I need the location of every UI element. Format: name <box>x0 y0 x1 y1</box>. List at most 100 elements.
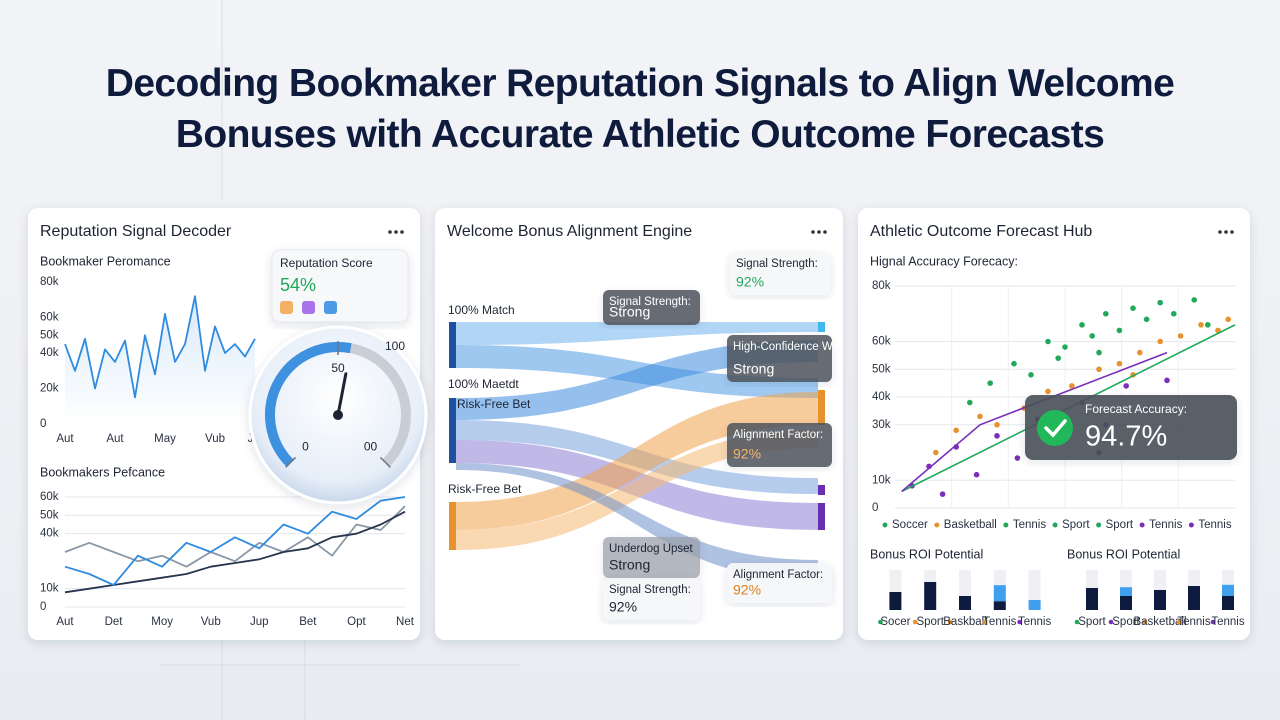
scatter-point <box>1069 383 1075 389</box>
score-value: 54% <box>280 275 316 295</box>
menu-dots[interactable] <box>388 230 404 234</box>
gauge-needle <box>336 372 348 417</box>
scatter-point <box>1143 316 1150 323</box>
dot[interactable] <box>817 230 821 234</box>
icon <box>280 301 293 314</box>
category-dot <box>1176 619 1182 625</box>
panel-title: Reputation Signal Decoder <box>40 223 232 240</box>
bar <box>889 592 902 610</box>
bar <box>959 596 971 610</box>
score-label: Reputation Score <box>280 256 373 270</box>
scatter-point <box>1191 297 1197 303</box>
x-tick-label: Baskball <box>943 616 986 628</box>
source-label: 100% Match <box>448 303 515 317</box>
callout-label: Alignment Factor: <box>733 429 823 441</box>
callout <box>730 252 830 295</box>
scatter-point <box>1215 327 1221 334</box>
x-tick-label: Det <box>105 616 124 628</box>
legend-label: Tennis <box>1013 519 1046 531</box>
bar <box>993 585 1006 602</box>
x-tick-label: Vub <box>201 616 221 628</box>
dot[interactable] <box>1224 230 1228 234</box>
legend-label: Basketball <box>944 519 997 531</box>
dot[interactable] <box>400 230 404 234</box>
x-tick-label: Basketball <box>1133 616 1186 628</box>
x-tick-label: May <box>154 433 176 445</box>
icon <box>324 301 337 314</box>
legend-dot <box>934 522 940 528</box>
y-tick-label: 40k <box>40 528 59 540</box>
sankey-node <box>449 322 456 368</box>
legend-dot <box>1188 522 1194 528</box>
dot[interactable] <box>394 230 398 234</box>
scatter-point <box>987 380 993 386</box>
callout-value: 92% <box>609 599 637 615</box>
chart-title: Bookmaker Peromance <box>40 254 171 268</box>
chart-title: Bonus ROI Potential <box>870 547 983 561</box>
y-tick-label: 10k <box>872 474 891 486</box>
y-tick-label: 0 <box>40 601 46 613</box>
dot[interactable] <box>388 230 392 234</box>
source-label: Risk-Free Bet <box>448 482 522 496</box>
legend-dot <box>882 522 888 528</box>
dot[interactable] <box>823 230 827 234</box>
y-tick-label: 60k <box>40 312 59 324</box>
sankey-node <box>818 390 825 425</box>
scatter-point <box>1103 310 1109 317</box>
y-tick-label: 40k <box>872 391 891 403</box>
bar <box>1154 590 1166 610</box>
sankey-node <box>449 398 456 463</box>
sankey-node <box>818 322 825 332</box>
category-dot <box>1074 619 1080 625</box>
callout-label: Alignment Factor: <box>733 569 823 581</box>
x-tick-label: Tennis <box>1018 616 1051 628</box>
callout-label: Signal Strength: <box>736 258 818 270</box>
scatter-point <box>1123 383 1129 389</box>
icon <box>302 301 315 314</box>
scatter-point <box>1045 388 1051 395</box>
sankey-node <box>818 485 825 495</box>
scatter-point <box>1062 344 1068 350</box>
legend-dot <box>1096 522 1102 528</box>
callout-label: High-Confidence Win <box>733 341 842 353</box>
bar <box>1120 596 1132 610</box>
panel-title: Athletic Outcome Forecast Hub <box>870 223 1092 240</box>
y-tick-label: 40k <box>40 347 59 359</box>
callout-value: Strong <box>733 361 774 377</box>
callout <box>727 423 832 467</box>
line-series <box>64 510 406 594</box>
callout <box>603 578 700 620</box>
scatter-point <box>933 449 939 456</box>
y-tick-label: 0 <box>872 502 878 514</box>
category-dot <box>1017 619 1022 625</box>
scatter-point <box>1157 299 1163 306</box>
dot[interactable] <box>1218 230 1222 234</box>
x-tick-label: Sport <box>1078 616 1106 628</box>
category-dot <box>1210 619 1216 625</box>
menu-dots[interactable] <box>1218 230 1234 234</box>
x-tick-label: Jup <box>250 616 269 628</box>
callout-label: Signal Strength: <box>609 296 691 308</box>
scatter-point <box>1028 372 1034 378</box>
gauge-tick <box>379 456 391 468</box>
callout-value: Strong <box>609 557 650 573</box>
dot[interactable] <box>1230 230 1234 234</box>
sankey-flow <box>456 322 818 345</box>
scatter-point <box>1171 310 1177 317</box>
y-tick-label: 80k <box>872 280 891 292</box>
legend-dot <box>1003 522 1009 528</box>
dot[interactable] <box>811 230 815 234</box>
legend-dot <box>1139 522 1145 528</box>
legend-label: Tennis <box>1149 519 1182 531</box>
menu-dots[interactable] <box>811 230 827 234</box>
scatter-point <box>1014 455 1021 461</box>
scatter-point <box>939 491 946 497</box>
chart-title: Bonus ROI Potential <box>1067 547 1180 561</box>
category-dot <box>1108 619 1114 625</box>
y-tick-label: 50k <box>40 509 59 521</box>
y-tick-label: 60k <box>872 336 891 348</box>
x-tick-label: Tennis <box>983 616 1016 628</box>
callout-value: Strong <box>609 304 650 320</box>
scatter-point <box>1225 316 1231 323</box>
